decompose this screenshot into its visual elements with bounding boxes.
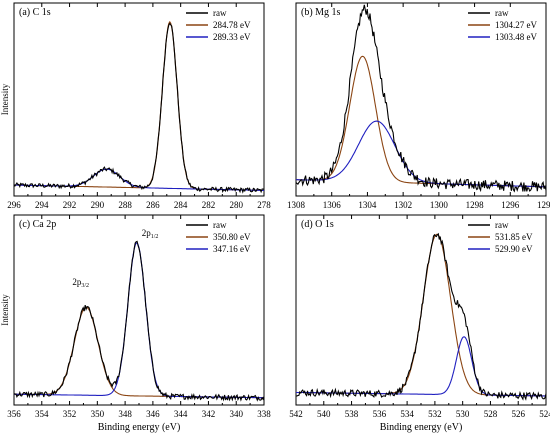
raw-curve xyxy=(295,4,547,193)
x-tick-label: 1294 xyxy=(537,200,550,210)
legend-label-fit2: 289.33 eV xyxy=(213,32,251,42)
legend-label-fit2: 347.16 eV xyxy=(213,244,251,254)
x-tick-label: 286 xyxy=(146,200,160,210)
x-axis-label: Binding energy (eV) xyxy=(380,422,463,433)
legend-label-fit1: 350.80 eV xyxy=(213,232,251,242)
legend: raw 1304.27 eV 1303.48 eV xyxy=(468,8,537,42)
x-tick-label: 296 xyxy=(7,200,21,210)
fit-curve-2 xyxy=(295,336,547,397)
x-tick-label: 292 xyxy=(63,200,77,210)
fit-curve-2 xyxy=(296,120,546,188)
y-axis-label: Intensity xyxy=(0,294,10,326)
legend-label-raw: raw xyxy=(213,220,227,230)
raw-curve xyxy=(13,240,265,402)
x-tick-label: 528 xyxy=(484,409,498,419)
x-tick-label: 346 xyxy=(146,409,160,419)
x-tick-label: 278 xyxy=(257,200,271,210)
x-tick-label: 526 xyxy=(511,409,525,419)
x-tick-label: 1296 xyxy=(501,200,520,210)
panel-title: (a) C 1s xyxy=(19,7,51,18)
legend: raw 350.80 eV 347.16 eV xyxy=(186,220,251,254)
x-tick-label: 290 xyxy=(91,200,105,210)
x-tick-label: 1300 xyxy=(430,200,449,210)
x-tick-label: 356 xyxy=(7,409,21,419)
x-tick-label: 536 xyxy=(373,409,387,419)
peak-annotation: 2p3/2 xyxy=(72,277,89,289)
x-tick-label: 338 xyxy=(257,409,271,419)
panel-ca2p: 356 354 352 350 348 346 344 342 340 338 (c) Ca 2p I… xyxy=(0,214,271,433)
fit-curve-1 xyxy=(296,55,546,188)
panel-title: (b) Mg 1s xyxy=(301,7,341,18)
panel-c1s: 296 294 292 290 288 286 284 282 280 278 (a) C 1s In… xyxy=(0,2,271,210)
x-axis-label: Binding energy (eV) xyxy=(98,422,181,433)
legend-label-raw: raw xyxy=(213,8,227,18)
panel-title: (d) O 1s xyxy=(301,219,334,230)
x-tick-label: 282 xyxy=(202,200,216,210)
legend-label-raw: raw xyxy=(495,8,509,18)
peak-annotation-subscript: 1/2 xyxy=(151,234,159,240)
raw-curve xyxy=(13,22,265,194)
x-tick-label: 1308 xyxy=(287,200,306,210)
x-tick-label: 1306 xyxy=(323,200,342,210)
x-tick-label: 1302 xyxy=(394,200,412,210)
legend-label-fit2: 529.90 eV xyxy=(495,244,533,254)
x-tick-label: 340 xyxy=(229,409,243,419)
fit-curve-1 xyxy=(14,306,264,399)
panel-o1s: 542 540 538 536 534 532 530 528 526 524 (d) O 1s Bi… xyxy=(289,214,550,433)
x-tick-label: 1304 xyxy=(358,200,377,210)
legend-label-fit2: 1303.48 eV xyxy=(495,32,537,42)
legend: raw 284.78 eV 289.33 eV xyxy=(186,8,251,42)
legend-label-fit1: 531.85 eV xyxy=(495,232,533,242)
x-tick-label: 350 xyxy=(91,409,105,419)
x-tick-label: 540 xyxy=(317,409,331,419)
x-tick-label: 524 xyxy=(539,409,550,419)
x-tick-label: 542 xyxy=(289,409,303,419)
x-tick-label: 532 xyxy=(428,409,442,419)
panel-title: (c) Ca 2p xyxy=(19,219,56,230)
x-tick-label: 538 xyxy=(345,409,359,419)
x-tick-label: 348 xyxy=(118,409,132,419)
legend-label-raw: raw xyxy=(495,220,509,230)
y-axis-label: Intensity xyxy=(0,83,10,115)
x-tick-label: 280 xyxy=(229,200,243,210)
legend: raw 531.85 eV 529.90 eV xyxy=(468,220,533,254)
legend-label-fit1: 284.78 eV xyxy=(213,20,251,30)
raw-curve xyxy=(295,232,547,401)
x-tick-label: 342 xyxy=(202,409,216,419)
x-tick-label: 534 xyxy=(400,409,414,419)
x-tick-label: 352 xyxy=(63,409,77,419)
x-tick-label: 294 xyxy=(35,200,49,210)
fit-curve-1 xyxy=(14,20,264,191)
panel-mg1s: 1308 1306 1304 1302 1300 1298 1296 1294 (b) Mg 1… xyxy=(287,2,550,210)
x-tick-label: 288 xyxy=(118,200,132,210)
x-tick-label: 344 xyxy=(174,409,188,419)
peak-annotation-subscript: 3/2 xyxy=(81,283,89,289)
fit-curve-2 xyxy=(14,242,264,399)
x-tick-label: 1298 xyxy=(466,200,485,210)
peak-annotation: 2p1/2 xyxy=(142,228,159,240)
x-tick-label: 354 xyxy=(35,409,49,419)
x-tick-label: 530 xyxy=(456,409,470,419)
x-tick-label: 284 xyxy=(174,200,188,210)
legend-label-fit1: 1304.27 eV xyxy=(495,20,537,30)
